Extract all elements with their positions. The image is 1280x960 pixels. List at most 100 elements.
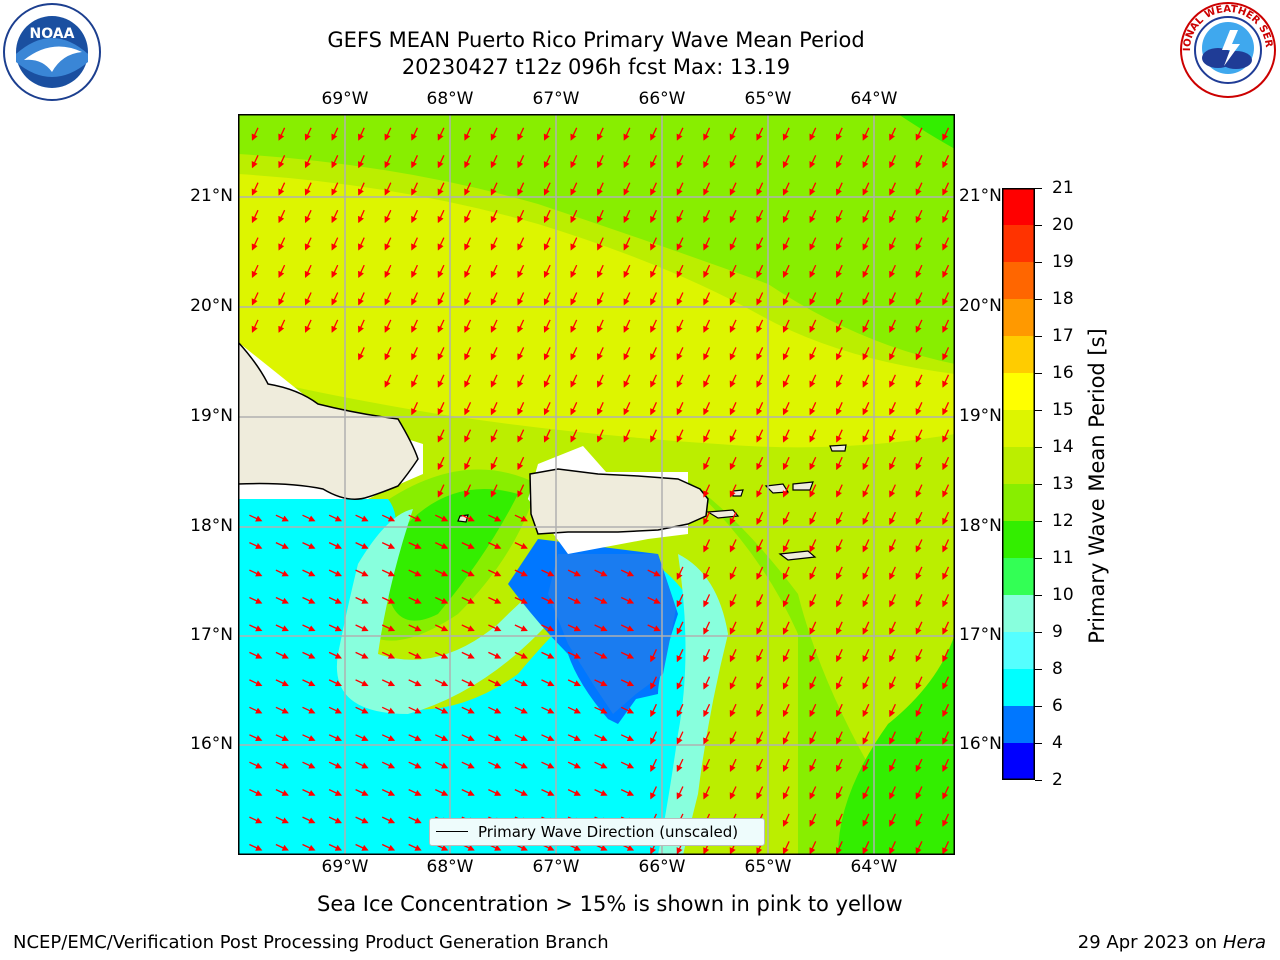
wave-direction-arrow [304,292,312,306]
wave-direction-arrow [942,484,950,498]
land-virgin-islands-2 [792,481,814,491]
wave-direction-arrow [915,731,923,745]
wave-direction-arrow [594,596,608,604]
field-11-12-ne [898,114,955,149]
wave-direction-arrow [915,155,923,169]
wave-direction-arrow [275,514,289,522]
wave-direction-arrow [836,703,843,718]
colorbar-tick-mark [1035,557,1042,559]
wave-direction-arrow [435,542,449,549]
wave-direction-arrow [567,624,581,632]
wave-direction-arrow [782,511,790,525]
wave-direction-arrow [408,679,422,687]
wave-direction-arrow [408,514,422,522]
colorbar-tick-label: 4 [1052,733,1063,753]
wave-direction-arrow [782,758,790,772]
wave-direction-arrow [729,182,737,196]
lat-label-left: 16°N [190,734,233,754]
wave-direction-arrow [304,209,312,224]
wave-direction-arrow [381,761,396,769]
wave-direction-arrow [408,651,422,659]
wave-direction-arrow [942,731,950,745]
land-anegada [829,444,847,452]
wave-direction-arrow [381,596,396,604]
lat-label-left: 17°N [190,625,233,645]
chart-title-line1: GEFS MEAN Puerto Rico Primary Wave Mean … [327,28,865,52]
wave-direction-arrow [408,761,422,769]
wave-direction-arrow [435,789,449,796]
wave-direction-arrow [570,264,578,278]
wave-direction-arrow [384,155,392,169]
wave-direction-arrow [703,347,711,361]
wave-direction-arrow [328,542,342,549]
wave-direction-arrow [915,237,923,251]
wave-direction-arrow [729,237,737,251]
wave-direction-arrow [756,374,764,388]
wave-direction-arrow [862,676,870,690]
wave-direction-arrow [543,347,551,361]
wave-direction-arrow [782,182,790,196]
wave-direction-arrow [862,155,870,169]
sea-ice-caption: Sea Ice Concentration > 15% is shown in … [317,892,903,916]
wave-direction-arrow [756,703,764,718]
wave-direction-arrow [729,621,737,635]
wave-direction-arrow [435,734,449,741]
wave-direction-arrow [620,734,635,741]
wave-direction-arrow [703,155,711,169]
wave-direction-arrow [703,676,711,690]
colorbar-tick-label: 19 [1052,252,1074,272]
wave-direction-arrow [862,347,870,361]
wave-direction-arrow [597,429,604,443]
wave-direction-arrow [594,624,608,632]
wave-direction-arrow [570,402,578,416]
wave-direction-arrow [464,182,472,196]
wave-direction-arrow [408,624,422,632]
wave-direction-arrow [543,209,551,224]
wave-direction-arrow [249,789,263,796]
wave-direction-arrow [836,209,843,224]
colorbar-tick-mark [1035,483,1042,485]
wave-direction-arrow [889,319,896,333]
wave-direction-arrow [384,237,392,251]
wave-direction-arrow [517,237,525,251]
wave-direction-arrow [889,347,896,361]
wave-direction-arrow [729,786,737,800]
wave-direction-arrow [915,402,923,416]
wave-direction-arrow [355,679,369,687]
wave-direction-arrow [570,347,578,361]
wave-direction-arrow [836,594,843,608]
map-legend: Primary Wave Direction (unscaled) [429,818,765,846]
wave-direction-arrow [541,679,555,687]
wave-direction-arrow [275,816,289,824]
wave-direction-arrow [676,731,684,745]
wave-direction-arrow [251,182,259,196]
wave-direction-arrow [729,209,737,224]
colorbar-segment [1002,521,1035,559]
wave-direction-arrow [915,703,923,718]
wave-direction-arrow [249,596,263,604]
wave-direction-arrow [490,182,498,196]
wave-direction-arrow [543,182,551,196]
colorbar-tick-label: 17 [1052,326,1074,346]
wave-direction-arrow [328,514,342,522]
wave-direction-arrow [249,542,263,549]
wave-direction-arrow [650,319,657,333]
wave-direction-arrow [862,456,870,471]
wave-direction-arrow [862,374,870,388]
wave-direction-arrow [620,596,635,604]
lon-label-top: 67°W [532,89,580,109]
wave-direction-arrow [302,734,316,741]
wave-direction-arrow [650,786,657,800]
wave-direction-arrow [517,402,525,416]
wave-direction-arrow [490,155,498,169]
wave-direction-arrow [729,429,737,443]
wave-direction-arrow [620,624,635,632]
colorbar-tick-mark [1035,631,1042,633]
wave-direction-arrow [836,676,843,690]
wave-direction-arrow [862,813,870,827]
wave-direction-arrow [915,539,923,553]
colorbar-tick-label: 8 [1052,659,1063,679]
wave-direction-arrow [836,374,843,388]
wave-direction-arrow [942,703,950,718]
wave-direction-arrow [488,542,502,549]
